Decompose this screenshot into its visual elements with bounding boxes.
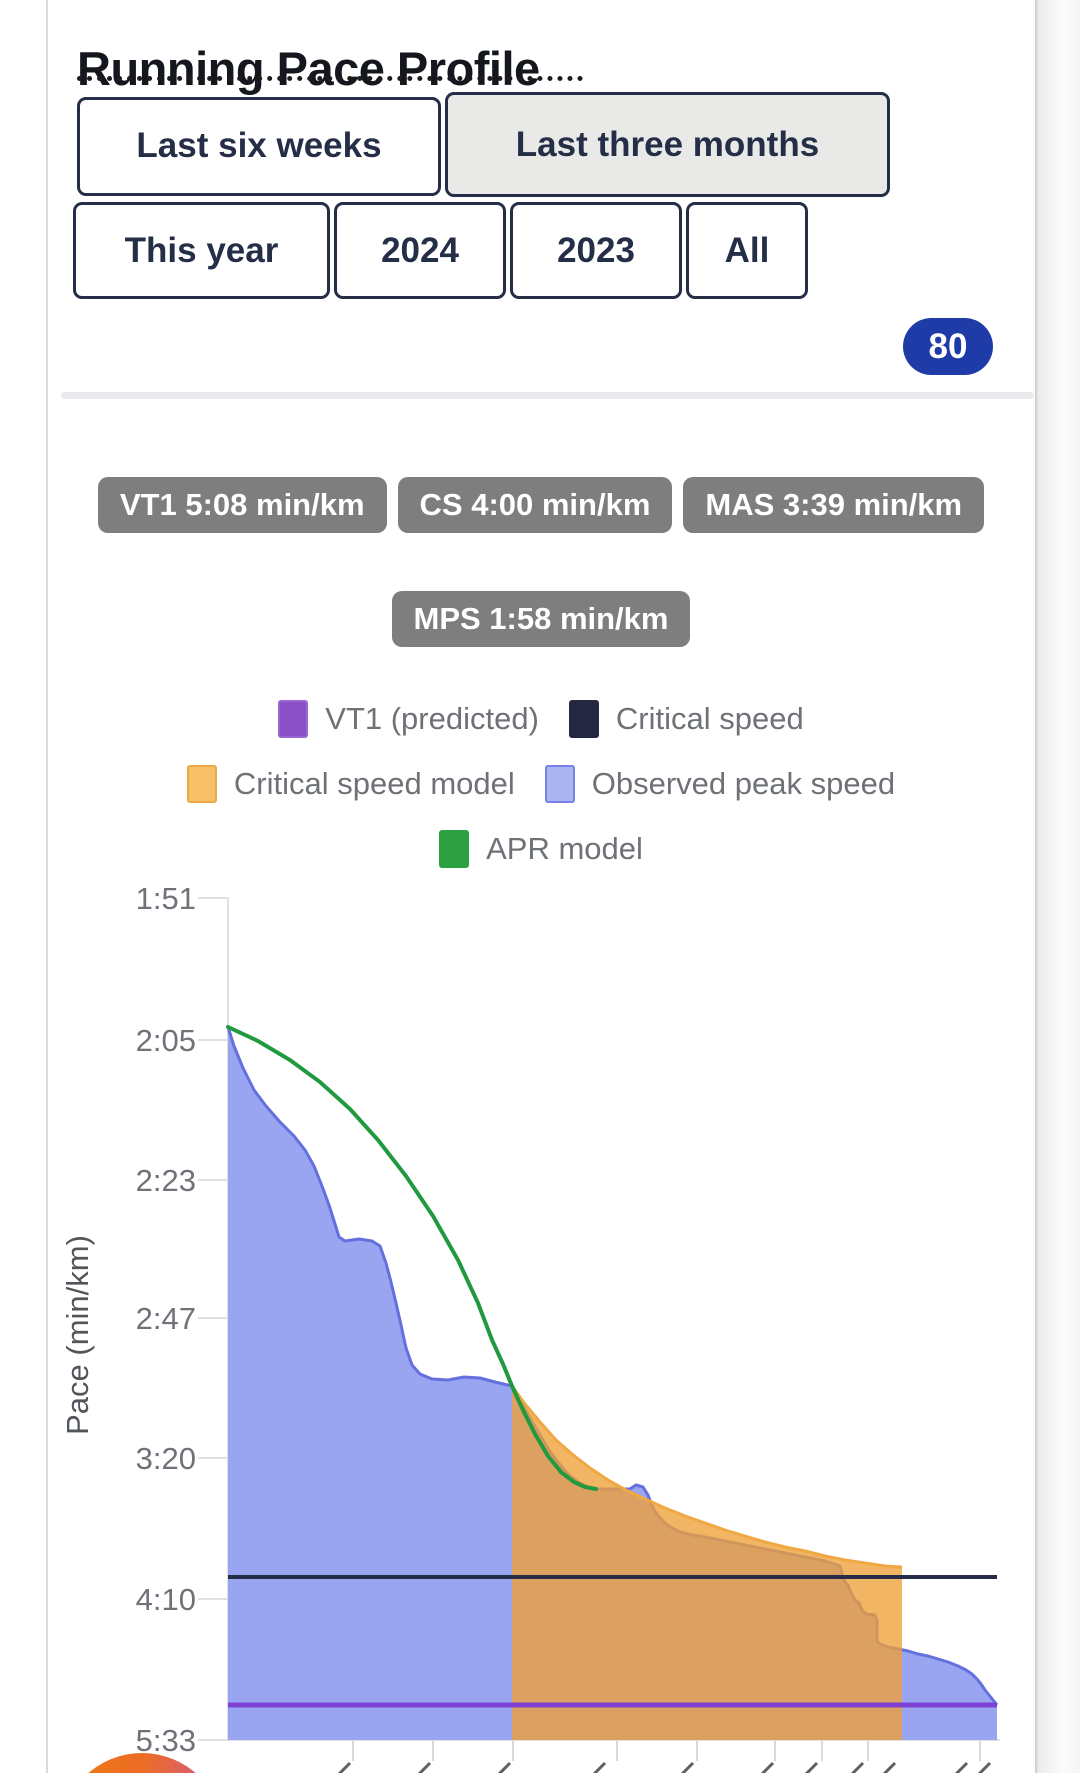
y-tick-label: 4:10 [136, 1582, 196, 1617]
legend-apr-model[interactable]: APR model [439, 830, 643, 868]
filter-2024[interactable]: 2024 [334, 202, 506, 299]
page-left-border [46, 0, 48, 1773]
title-dotted-underline [77, 76, 583, 81]
legend-label: Critical speed model [233, 766, 515, 801]
stat-vt1: VT1 5:08 min/km [97, 477, 387, 533]
y-tick-label: 2:23 [136, 1163, 196, 1198]
legend-critical-speed-model[interactable]: Critical speed model [186, 765, 515, 803]
filter-last-three-months[interactable]: Last three months [445, 92, 890, 197]
chart-threshold-lines [228, 1575, 997, 1708]
time-filter-row-2: This year 2024 2023 All [73, 202, 808, 299]
stat-mas: MAS 3:39 min/km [683, 477, 985, 533]
legend-label: Observed peak speed [591, 766, 896, 801]
x-axis-label-fragments [337, 1761, 992, 1773]
critical-speed-model-edge [510, 1385, 903, 1569]
chart-legend-row-3: APR model [47, 830, 1035, 868]
activity-count-badge[interactable]: 80 [903, 318, 993, 375]
legend-observed-peak-speed[interactable]: Observed peak speed [544, 765, 896, 803]
y-axis-title: Pace (min/km) [60, 1235, 95, 1435]
y-tick-label: 3:20 [136, 1441, 196, 1476]
critical-speed-model-area [512, 1386, 902, 1740]
legend-label: APR model [486, 831, 643, 866]
legend-label: Critical speed [615, 701, 804, 736]
section-separator [61, 392, 1034, 399]
filter-last-six-weeks[interactable]: Last six weeks [77, 96, 441, 196]
chart-legend-row-2: Critical speed model Observed peak speed [47, 765, 1035, 803]
apr-model-line [226, 1025, 598, 1491]
time-filter-row-1: Last six weeks Last three months [77, 92, 890, 197]
apr-model-swatch-icon [439, 830, 470, 868]
page-title: Running Pace Profile [77, 42, 540, 96]
filter-all[interactable]: All [686, 202, 808, 299]
critical-speed-model-swatch-icon [186, 765, 217, 803]
legend-vt1-predicted[interactable]: VT1 (predicted) [278, 700, 539, 738]
observed-peak-speed-swatch-icon [544, 765, 575, 803]
y-tick-label: 5:33 [136, 1723, 196, 1758]
y-tick-label: 2:47 [136, 1301, 196, 1336]
stat-badges-row-2: MPS 1:58 min/km [47, 591, 1035, 647]
chart-legend-row-1: VT1 (predicted) Critical speed [47, 700, 1035, 738]
stat-mps: MPS 1:58 min/km [391, 591, 691, 647]
legend-label: VT1 (predicted) [325, 701, 539, 736]
critical-speed-swatch-icon [568, 700, 599, 738]
page-right-gutter [1035, 0, 1080, 1773]
vt1-swatch-icon [278, 700, 309, 738]
stat-cs: CS 4:00 min/km [397, 477, 673, 533]
legend-critical-speed[interactable]: Critical speed [568, 700, 804, 738]
filter-this-year[interactable]: This year [73, 202, 330, 299]
chart-series [226, 1025, 999, 1740]
stat-badges-row-1: VT1 5:08 min/km CS 4:00 min/km MAS 3:39 … [47, 477, 1035, 533]
y-tick-label: 1:51 [136, 881, 196, 916]
filter-2023[interactable]: 2023 [510, 202, 682, 299]
y-tick-label: 2:05 [136, 1023, 196, 1058]
